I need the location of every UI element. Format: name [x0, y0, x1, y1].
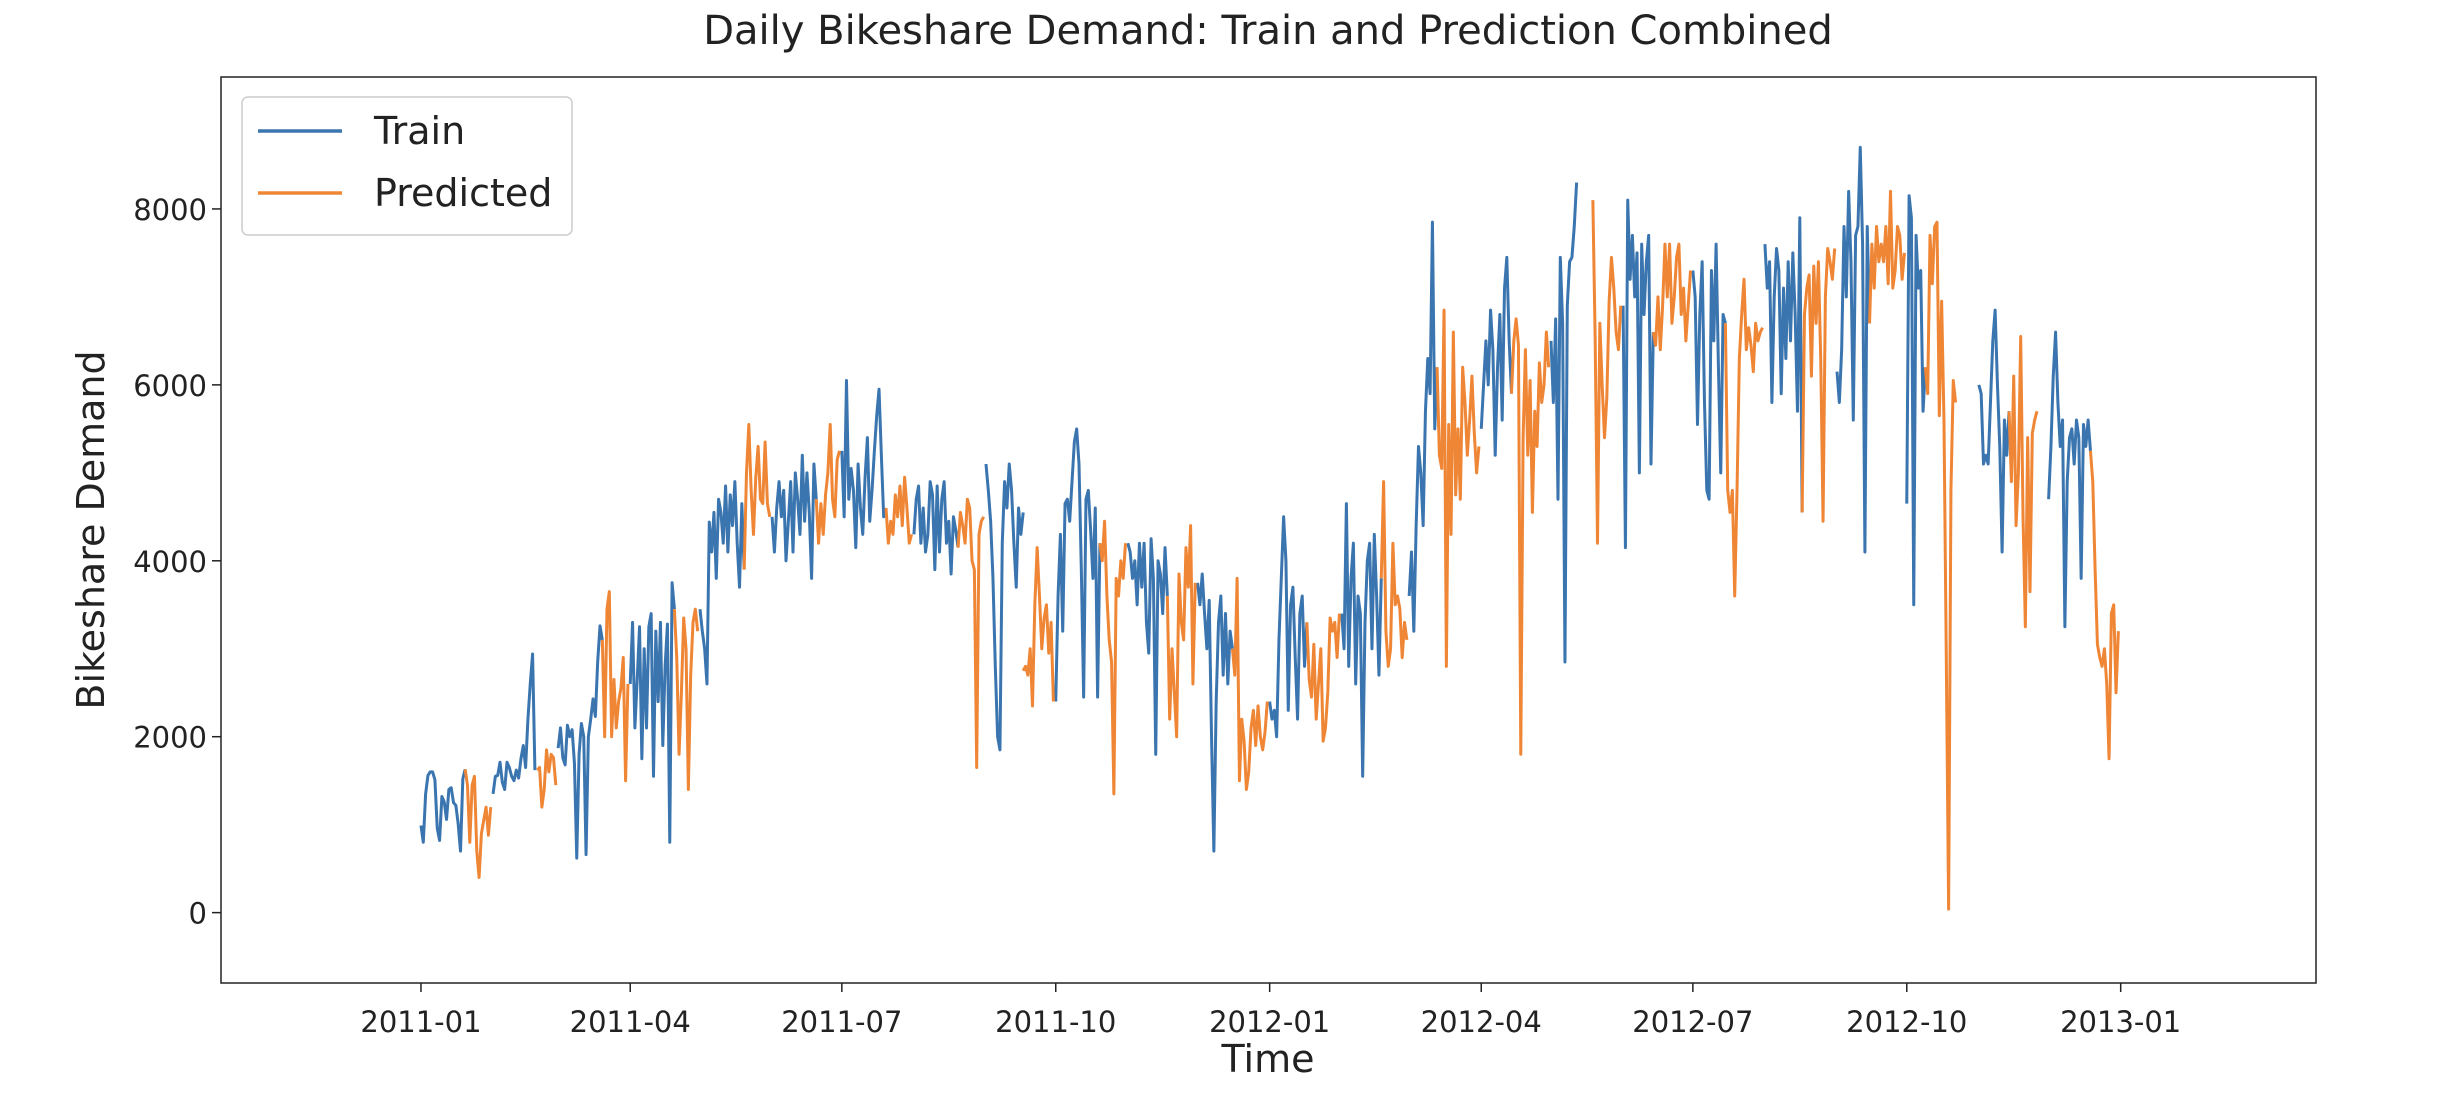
plot-frame: [220, 76, 2317, 984]
series-line-predicted-3: [672, 607, 700, 791]
series-line-train-13: [1340, 502, 1383, 778]
series-line-train-2: [556, 624, 604, 860]
series-line-train-3: [628, 581, 676, 844]
x-axis: 2011-01 2011-04 2011-07 2011-10 2012-01 2012-…: [360, 983, 2181, 1039]
series-line-predicted-23: [2088, 450, 2120, 761]
y-tick-label: 2000: [133, 721, 207, 755]
series-line-predicted-7: [956, 497, 985, 769]
series-line-train-19: [1763, 216, 1804, 513]
series-line-predicted-15: [1509, 317, 1551, 756]
series-line-train-11: [1196, 572, 1234, 853]
series-line-predicted-17: [1651, 242, 1693, 352]
x-tick-label: 2012-07: [1632, 1005, 1753, 1039]
legend-label-predicted: Predicted: [374, 171, 552, 215]
series-line-predicted-2: [600, 590, 630, 783]
series-line-predicted-5: [814, 422, 841, 545]
x-tick-label: 2011-07: [781, 1005, 902, 1039]
series-line-predicted-13: [1379, 480, 1409, 668]
y-tick-label: 8000: [133, 193, 207, 227]
x-tick-label: 2012-10: [1846, 1005, 1967, 1039]
series-line-predicted-12: [1305, 613, 1341, 743]
y-axis-label: Bikeshare Demand: [69, 350, 113, 709]
x-tick-label: 2011-01: [360, 1005, 481, 1039]
series-line-predicted-9: [1098, 519, 1127, 796]
x-tick-label: 2012-01: [1209, 1005, 1330, 1039]
series-line-predicted-10: [1165, 524, 1197, 739]
series-line-predicted-14: [1435, 308, 1481, 668]
series-line-train-10: [1126, 537, 1169, 756]
series-line-train-20: [1835, 145, 1872, 554]
series-line-train-12: [1268, 515, 1309, 739]
series-line-train-4: [698, 480, 746, 686]
series-line-train-6: [840, 378, 888, 550]
series-line-train-15: [1479, 255, 1513, 457]
series-line-predicted-4: [742, 422, 772, 570]
series-line-train-14: [1407, 220, 1439, 633]
series-line-predicted-21: [1923, 220, 1958, 911]
y-tick-label: 6000: [133, 369, 207, 403]
series-line-predicted-16: [1591, 200, 1623, 545]
x-tick-label: 2011-04: [570, 1005, 691, 1039]
y-tick-label: 0: [189, 897, 207, 931]
series-line-predicted-11: [1230, 576, 1269, 791]
series-line-train-23: [2047, 330, 2092, 629]
series-layer: [419, 145, 2120, 911]
series-line-predicted-8: [1021, 546, 1055, 708]
legend: Train Predicted: [241, 96, 573, 236]
series-line-train-0: [419, 768, 467, 853]
series-line-predicted-18: [1723, 277, 1764, 598]
x-axis-label: Time: [1221, 1037, 1315, 1081]
series-line-predicted-19: [1800, 247, 1837, 523]
series-line-train-18: [1691, 242, 1727, 501]
series-train: [419, 145, 2092, 860]
series-line-train-8: [984, 462, 1025, 752]
y-axis: 0 2000 4000 6000 8000: [133, 193, 221, 931]
series-line-train-17: [1621, 198, 1655, 550]
x-tick-label: 2011-10: [995, 1005, 1116, 1039]
series-line-train-21: [1905, 194, 1927, 607]
series-line-predicted-1: [536, 748, 558, 809]
series-line-train-22: [1977, 308, 2011, 554]
series-line-predicted-22: [2007, 334, 2039, 629]
legend-label-train: Train: [373, 109, 465, 153]
series-line-predicted-6: [884, 475, 914, 545]
x-tick-label: 2012-04: [1421, 1005, 1542, 1039]
series-line-train-5: [770, 453, 818, 580]
y-tick-label: 4000: [133, 545, 207, 579]
x-tick-label: 2013-01: [2060, 1005, 2181, 1039]
series-line-predicted-0: [463, 769, 493, 879]
chart-title: Daily Bikeshare Demand: Train and Predic…: [703, 8, 1833, 54]
series-line-train-7: [912, 480, 960, 576]
series-line-train-1: [491, 652, 537, 795]
series-line-train-16: [1549, 182, 1579, 664]
series-predicted: [463, 189, 2120, 911]
series-line-train-9: [1054, 427, 1102, 702]
series-line-predicted-20: [1868, 189, 1906, 324]
